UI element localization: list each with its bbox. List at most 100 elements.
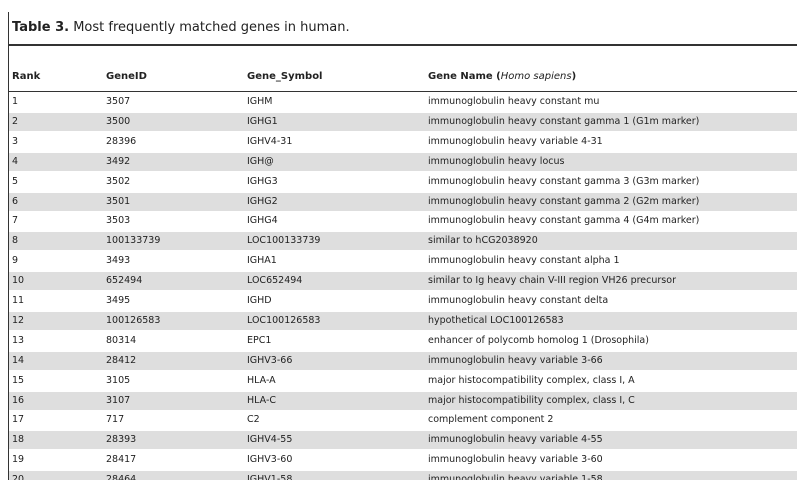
table-cell: IGHV3-60 xyxy=(247,454,293,466)
table-cell: 3502 xyxy=(106,175,131,187)
table-cell: 3501 xyxy=(106,195,131,207)
column-header: Rank xyxy=(12,71,41,82)
table-caption: Table 3. Most frequently matched genes i… xyxy=(12,20,350,35)
table-cell: 7 xyxy=(12,215,19,227)
table-cell: IGHG1 xyxy=(247,115,278,127)
table-cell: immunoglobulin heavy locus xyxy=(428,155,565,167)
table-cell: 28417 xyxy=(106,454,137,466)
table-cell: 12 xyxy=(12,314,25,326)
caption-label: Table 3. xyxy=(12,20,70,35)
caption-rule xyxy=(8,44,797,46)
table-cell: 3 xyxy=(12,135,19,147)
table-cell: 28393 xyxy=(106,434,137,446)
table-cell: 717 xyxy=(106,414,125,426)
table-cell: 3492 xyxy=(106,155,131,167)
table-cell: IGHV1-58 xyxy=(247,474,293,480)
table-cell: IGHV4-55 xyxy=(247,434,293,446)
table-cell: C2 xyxy=(247,414,260,426)
table-cell: immunoglobulin heavy constant gamma 2 (G… xyxy=(428,195,700,207)
left-border xyxy=(8,12,9,480)
table-row: 15 3105 HLA-A major histocompatibility comp… xyxy=(9,372,797,390)
table-cell: 13 xyxy=(12,334,25,346)
table-cell: LOC652494 xyxy=(247,275,303,287)
table-row: 1 3507 IGHM immunoglobulin heavy constant m… xyxy=(9,93,797,111)
table-cell: 8 xyxy=(12,235,19,247)
table-cell: IGHM xyxy=(247,96,273,107)
table-cell: 28396 xyxy=(106,135,137,147)
table-cell: IGH@ xyxy=(247,155,274,167)
table-cell: 17 xyxy=(12,414,25,426)
table-cell: major histocompatibility complex, class … xyxy=(428,374,635,386)
table-row: 16 3107 HLA-C major histocompatibility comp… xyxy=(9,391,797,410)
table-cell: 652494 xyxy=(106,275,143,287)
table-row: 19 28417 IGHV3-60 immunoglobulin heavy vari… xyxy=(9,451,797,469)
table-cell: immunoglobulin heavy variable 3-66 xyxy=(428,354,603,366)
header-italic: Homo sapiens xyxy=(500,71,572,82)
table-cell: 3503 xyxy=(106,215,131,227)
table-cell: 11 xyxy=(12,295,25,306)
caption-text: Most frequently matched genes in human. xyxy=(73,20,350,35)
table-cell: 10 xyxy=(12,275,25,287)
header-part: ) xyxy=(571,71,577,82)
table-row: 10 652494 LOC652494 similar to Ig heavy cha… xyxy=(9,272,797,291)
table-cell: 28464 xyxy=(106,474,137,480)
table-cell: immunoglobulin heavy variable 3-60 xyxy=(428,454,603,466)
table-row: 4 3492 IGH@ immunoglobulin heavy locus xyxy=(9,152,797,171)
table-cell: HLA-A xyxy=(247,374,276,386)
table-cell: IGHV4-31 xyxy=(247,135,293,147)
table-cell: 20 xyxy=(12,474,25,480)
column-header: Gene Name (Homo sapiens) xyxy=(428,71,576,82)
table-row: 11 3495 IGHD immunoglobulin heavy constant … xyxy=(9,292,797,310)
table-row: 14 28412 IGHV3-66 immunoglobulin heavy vari… xyxy=(9,351,797,370)
table-cell: IGHV3-66 xyxy=(247,354,293,366)
table-cell: IGHD xyxy=(247,295,272,306)
table-cell: IGHG4 xyxy=(247,215,278,227)
table-cell: 3493 xyxy=(106,255,131,267)
table-cell: immunoglobulin heavy constant gamma 3 (G… xyxy=(428,175,700,187)
table-cell: 19 xyxy=(12,454,25,466)
table-cell: immunoglobulin heavy constant alpha 1 xyxy=(428,255,620,267)
table-cell: 3500 xyxy=(106,115,131,127)
table-cell: immunoglobulin heavy variable 4-31 xyxy=(428,135,603,147)
table-cell: LOC100133739 xyxy=(247,235,321,247)
table-cell: hypothetical LOC100126583 xyxy=(428,314,564,326)
table-cell: LOC100126583 xyxy=(247,314,321,326)
header-rule xyxy=(8,91,797,92)
table-row: 8 100133739 LOC100133739 similar to hCG2038… xyxy=(9,232,797,251)
table-row: 9 3493 IGHA1 immunoglobulin heavy constant … xyxy=(9,252,797,270)
table-cell: 28412 xyxy=(106,354,137,366)
table-row: 13 80314 EPC1 enhancer of polycomb homolog … xyxy=(9,332,797,350)
table-cell: 3107 xyxy=(106,394,131,406)
table-cell: major histocompatibility complex, class … xyxy=(428,394,635,406)
table-cell: 4 xyxy=(12,155,19,167)
table-cell: IGHG2 xyxy=(247,195,278,207)
table-row: 20 28464 IGHV1-58 immunoglobulin heavy vari… xyxy=(9,471,797,480)
table-cell: immunoglobulin heavy variable 1-58 xyxy=(428,474,603,480)
table-cell: immunoglobulin heavy constant mu xyxy=(428,96,600,107)
table-cell: complement component 2 xyxy=(428,414,554,426)
table-row: 6 3501 IGHG2 immunoglobulin heavy constant … xyxy=(9,192,797,211)
column-header: Gene_Symbol xyxy=(247,71,323,82)
table-row: 17 717 C2 complement component 2 xyxy=(9,411,797,429)
table-cell: 15 xyxy=(12,374,25,386)
table-cell: 6 xyxy=(12,195,19,207)
table-cell: HLA-C xyxy=(247,394,277,406)
table-cell: enhancer of polycomb homolog 1 (Drosophi… xyxy=(428,334,649,346)
table-cell: 3507 xyxy=(106,96,131,107)
column-header: GeneID xyxy=(106,71,147,82)
table-cell: immunoglobulin heavy variable 4-55 xyxy=(428,434,603,446)
table-cell: 3495 xyxy=(106,295,131,306)
table-cell: immunoglobulin heavy constant gamma 1 (G… xyxy=(428,115,700,127)
table-cell: 100126583 xyxy=(106,314,161,326)
table-cell: 16 xyxy=(12,394,25,406)
table-cell: similar to hCG2038920 xyxy=(428,235,538,247)
table-row: 12 100126583 LOC100126583 hypothetical LOC1… xyxy=(9,311,797,330)
table-cell: immunoglobulin heavy constant gamma 4 (G… xyxy=(428,215,700,227)
table-cell: EPC1 xyxy=(247,334,272,346)
table-cell: IGHG3 xyxy=(247,175,278,187)
table-cell: immunoglobulin heavy constant delta xyxy=(428,295,609,306)
table-cell: 100133739 xyxy=(106,235,161,247)
table-cell: 9 xyxy=(12,255,19,267)
table-row: 5 3502 IGHG3 immunoglobulin heavy constant … xyxy=(9,173,797,191)
